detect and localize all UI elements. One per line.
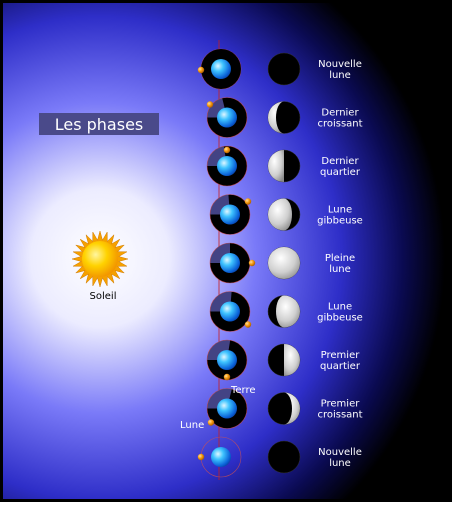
orbit-ring — [206, 388, 248, 429]
orbit-ring — [209, 291, 251, 332]
phase-label-line2: gibbeuse — [317, 313, 363, 324]
sun-icon — [71, 230, 129, 288]
moon-icon — [244, 321, 252, 328]
earth-icon — [220, 301, 240, 322]
orbit-column — [197, 48, 256, 478]
earth-icon — [217, 156, 237, 176]
earth-icon — [211, 447, 231, 467]
phase-disc-2 — [267, 149, 301, 183]
orbit-6 — [206, 339, 248, 381]
orbit-ring — [209, 194, 251, 235]
phase-label-line2: croissant — [317, 119, 362, 130]
phase-label-line1: Pleine — [325, 253, 355, 264]
phase-label-line2: lune — [329, 70, 351, 81]
phase-label-line2: lune — [329, 264, 351, 275]
orbit-8 — [197, 436, 242, 478]
phase-disc-1 — [267, 101, 301, 134]
earth-icon — [217, 350, 237, 370]
phase-disc-4 — [267, 246, 301, 280]
moon-icon — [244, 198, 252, 205]
earth-icon — [217, 398, 237, 419]
phase-label-line2: quartier — [320, 361, 361, 372]
phase-label-line1: Dernier — [321, 156, 359, 167]
phase-lit — [268, 247, 300, 279]
phase-label-line1: Premier — [321, 399, 361, 410]
moon-icon — [223, 373, 231, 381]
title-box — [39, 113, 159, 135]
orbit-0 — [197, 48, 242, 90]
moon-label: Lune — [180, 420, 204, 431]
phase-column — [267, 52, 301, 474]
orbit-7 — [206, 388, 248, 429]
moon-icon — [197, 453, 205, 461]
phase-lit — [268, 150, 284, 182]
earth-icon — [220, 253, 240, 273]
phase-label-line2: quartier — [320, 167, 361, 178]
orbit-2 — [206, 145, 248, 187]
phase-label-line2: croissant — [317, 410, 362, 421]
orbit-3 — [209, 194, 252, 235]
phase-disc-3 — [267, 198, 301, 231]
phase-dark — [267, 52, 301, 86]
sun-label: Soleil — [90, 291, 117, 302]
earth-icon — [211, 59, 231, 79]
phase-labels: NouvelleluneDerniercroissantDernierquart… — [317, 59, 363, 469]
phase-disc-8 — [267, 440, 301, 474]
orbit-5 — [209, 291, 252, 332]
phase-label-line1: Lune — [328, 302, 352, 313]
orbit-1 — [206, 97, 248, 138]
moon-icon — [223, 146, 231, 154]
phase-lit — [284, 392, 300, 425]
phase-disc-7 — [267, 392, 301, 425]
earth-icon — [217, 107, 237, 128]
phase-label-line1: Nouvelle — [318, 59, 362, 70]
phase-label-line2: lune — [329, 458, 351, 469]
phase-lit — [276, 295, 300, 328]
phase-label-line1: Premier — [321, 350, 361, 361]
phase-lit — [284, 344, 300, 376]
phase-disc-0 — [267, 52, 301, 86]
phase-label-line1: Nouvelle — [318, 447, 362, 458]
phase-label-line2: gibbeuse — [317, 216, 363, 227]
orbit-ring — [206, 97, 248, 138]
earth-label: Terre — [230, 385, 256, 396]
phase-disc-5 — [267, 295, 301, 328]
moon-icon — [197, 66, 205, 74]
earth-icon — [220, 204, 240, 225]
phase-dark — [267, 440, 301, 474]
moon-icon — [207, 419, 215, 426]
phase-lit — [268, 101, 284, 134]
phase-disc-6 — [267, 343, 301, 377]
orbit-4 — [209, 242, 256, 284]
sun-core — [82, 241, 118, 277]
moon-icon — [248, 259, 256, 267]
phase-label-line1: Lune — [328, 205, 352, 216]
title-text: Les phases — [55, 115, 144, 134]
phase-lit — [268, 198, 292, 231]
moon-icon — [206, 101, 214, 108]
phase-label-line1: Dernier — [321, 108, 359, 119]
orbit-ring — [206, 145, 248, 187]
